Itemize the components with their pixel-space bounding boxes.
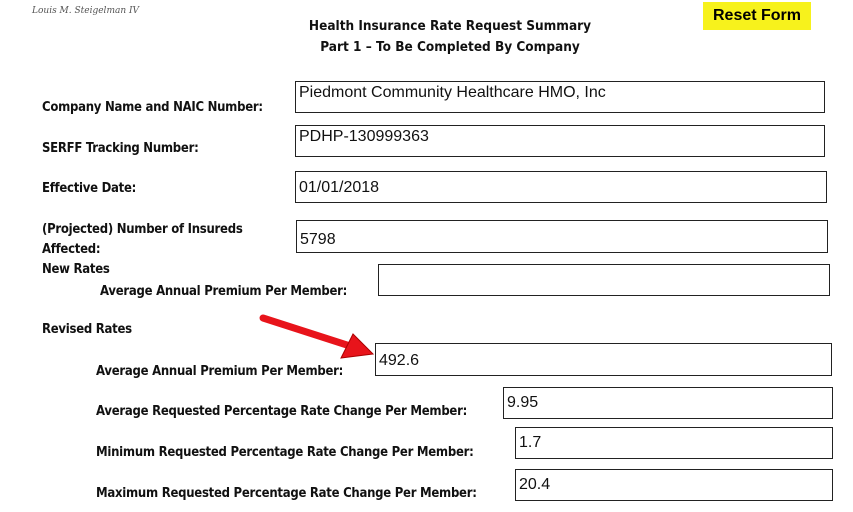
- new-rates-heading: New Rates: [42, 262, 110, 277]
- insureds-label-2: Affected:: [42, 242, 101, 257]
- new-premium-field[interactable]: [378, 264, 830, 296]
- effective-date-field[interactable]: 01/01/2018: [295, 171, 827, 203]
- max-change-field[interactable]: 20.4: [515, 469, 833, 501]
- insureds-field[interactable]: 5798: [296, 220, 828, 253]
- revised-premium-field[interactable]: 492.6: [375, 343, 832, 376]
- avg-change-label: Average Requested Percentage Rate Change…: [96, 404, 468, 419]
- company-label: Company Name and NAIC Number:: [42, 100, 263, 115]
- revised-premium-label: Average Annual Premium Per Member:: [96, 364, 344, 379]
- page-title: Health Insurance Rate Request Summary: [308, 18, 592, 34]
- signature: Louis M. Steigelman IV: [32, 6, 140, 16]
- company-field[interactable]: Piedmont Community Healthcare HMO, Inc: [295, 81, 825, 113]
- avg-change-field[interactable]: 9.95: [503, 387, 833, 419]
- serff-label: SERFF Tracking Number:: [42, 141, 199, 156]
- serff-field[interactable]: PDHP-130999363: [295, 125, 825, 157]
- min-change-field[interactable]: 1.7: [515, 427, 833, 459]
- reset-form-button[interactable]: Reset Form: [703, 2, 811, 30]
- revised-rates-heading: Revised Rates: [42, 322, 132, 337]
- insureds-label: (Projected) Number of Insureds: [42, 222, 243, 237]
- max-change-label: Maximum Requested Percentage Rate Change…: [96, 486, 477, 501]
- effective-date-label: Effective Date:: [42, 181, 137, 196]
- new-premium-label: Average Annual Premium Per Member:: [100, 284, 348, 299]
- page-subtitle: Part 1 – To Be Completed By Company: [320, 39, 580, 55]
- min-change-label: Minimum Requested Percentage Rate Change…: [96, 445, 474, 460]
- red-arrow-icon: [259, 314, 375, 359]
